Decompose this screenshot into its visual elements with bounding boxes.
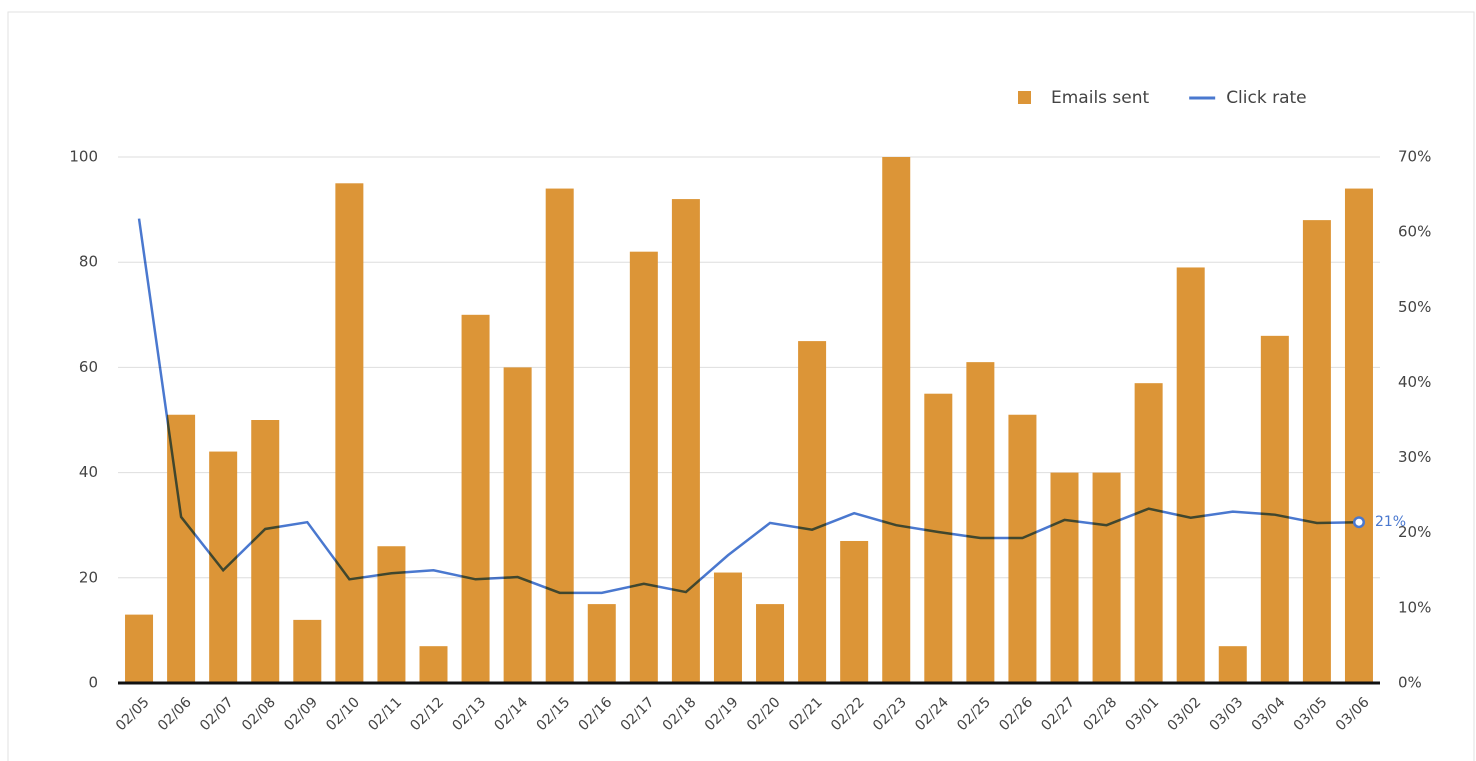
bar	[1302, 220, 1331, 683]
x-tick-label: 03/06	[1333, 694, 1373, 734]
bar	[1260, 335, 1289, 683]
x-tick-label: 02/16	[576, 694, 616, 734]
x-tick-label: 02/21	[786, 694, 826, 734]
x-tick-label: 03/03	[1207, 694, 1247, 734]
line	[137, 218, 1359, 595]
bar	[1134, 383, 1163, 683]
x-tick-label: 02/23	[870, 694, 910, 734]
x-tick-label: 02/17	[618, 694, 658, 734]
bar	[671, 199, 700, 683]
y2-tick-label: 60%	[1398, 223, 1431, 241]
bar	[251, 420, 280, 683]
x-tick-label: 03/05	[1291, 694, 1331, 734]
y2-tick-label: 40%	[1398, 373, 1431, 391]
bar	[713, 572, 742, 683]
bar	[966, 362, 995, 683]
x-tick-label: 02/13	[449, 694, 489, 734]
bar	[209, 451, 238, 683]
bar	[125, 614, 154, 683]
bar	[1050, 472, 1079, 683]
bar	[1092, 472, 1121, 683]
x-tick-label: 02/27	[1038, 694, 1078, 734]
bar	[377, 546, 406, 683]
y-tick-label: 80	[79, 253, 98, 271]
bar	[1218, 646, 1247, 683]
bar	[1176, 267, 1205, 683]
x-tick-label: 02/06	[155, 694, 195, 734]
x-tick-label: 03/01	[1122, 694, 1162, 734]
x-tick-label: 02/07	[197, 694, 237, 734]
bar	[461, 314, 490, 683]
y-tick-label: 0	[88, 674, 98, 692]
x-tick-label: 02/22	[828, 694, 868, 734]
bar	[756, 604, 785, 683]
x-tick-label: 02/24	[912, 694, 952, 734]
x-tick-label: 02/18	[660, 694, 700, 734]
legend-swatch	[1018, 91, 1031, 104]
bar	[840, 540, 869, 683]
bar	[1344, 188, 1373, 683]
y2-tick-label: 20%	[1398, 523, 1431, 541]
x-tick-label: 02/14	[491, 694, 531, 734]
y2-tick-label: 70%	[1398, 148, 1431, 166]
y2-tick-label: 30%	[1398, 448, 1431, 466]
x-tick-label: 02/25	[954, 694, 994, 734]
y2-tick-label: 10%	[1398, 598, 1431, 616]
x-tick-label: 03/04	[1249, 694, 1289, 734]
x-tick-label: 02/28	[1080, 694, 1120, 734]
y2-tick-label: 0%	[1398, 674, 1422, 692]
x-tick-label: 03/02	[1165, 694, 1205, 734]
y2-tick-label: 50%	[1398, 298, 1431, 316]
x-tick-label: 02/15	[534, 694, 574, 734]
legend-label: Emails sent	[1051, 88, 1150, 108]
y-tick-label: 40	[79, 463, 98, 481]
x-tick-label: 02/11	[365, 694, 405, 734]
y-tick-label: 60	[79, 358, 98, 376]
bar	[924, 393, 953, 683]
frame	[7, 11, 1475, 761]
x-tick-label: 02/09	[281, 694, 321, 734]
x-tick-label: 02/26	[996, 694, 1036, 734]
bar	[545, 188, 574, 683]
x-tick-label: 02/20	[744, 694, 784, 734]
bar	[629, 251, 658, 683]
bar	[293, 619, 322, 683]
x-tick-label: 02/05	[113, 694, 153, 734]
x-tick-label: 02/12	[407, 694, 447, 734]
bar	[882, 157, 911, 683]
bar	[503, 367, 532, 683]
data-label: 21%	[1375, 514, 1406, 530]
bar	[1008, 414, 1037, 683]
bar	[335, 183, 364, 684]
y-tick-label: 100	[69, 148, 98, 166]
bar	[798, 341, 827, 683]
legend-label: Click rate	[1226, 88, 1306, 108]
x-tick-label: 02/19	[702, 694, 742, 734]
bar	[419, 646, 448, 683]
x-tick-label: 02/08	[239, 694, 279, 734]
y-tick-label: 20	[79, 568, 98, 586]
point-marker-inner	[1355, 518, 1363, 526]
bar	[587, 604, 616, 683]
x-tick-label: 02/10	[323, 694, 363, 734]
